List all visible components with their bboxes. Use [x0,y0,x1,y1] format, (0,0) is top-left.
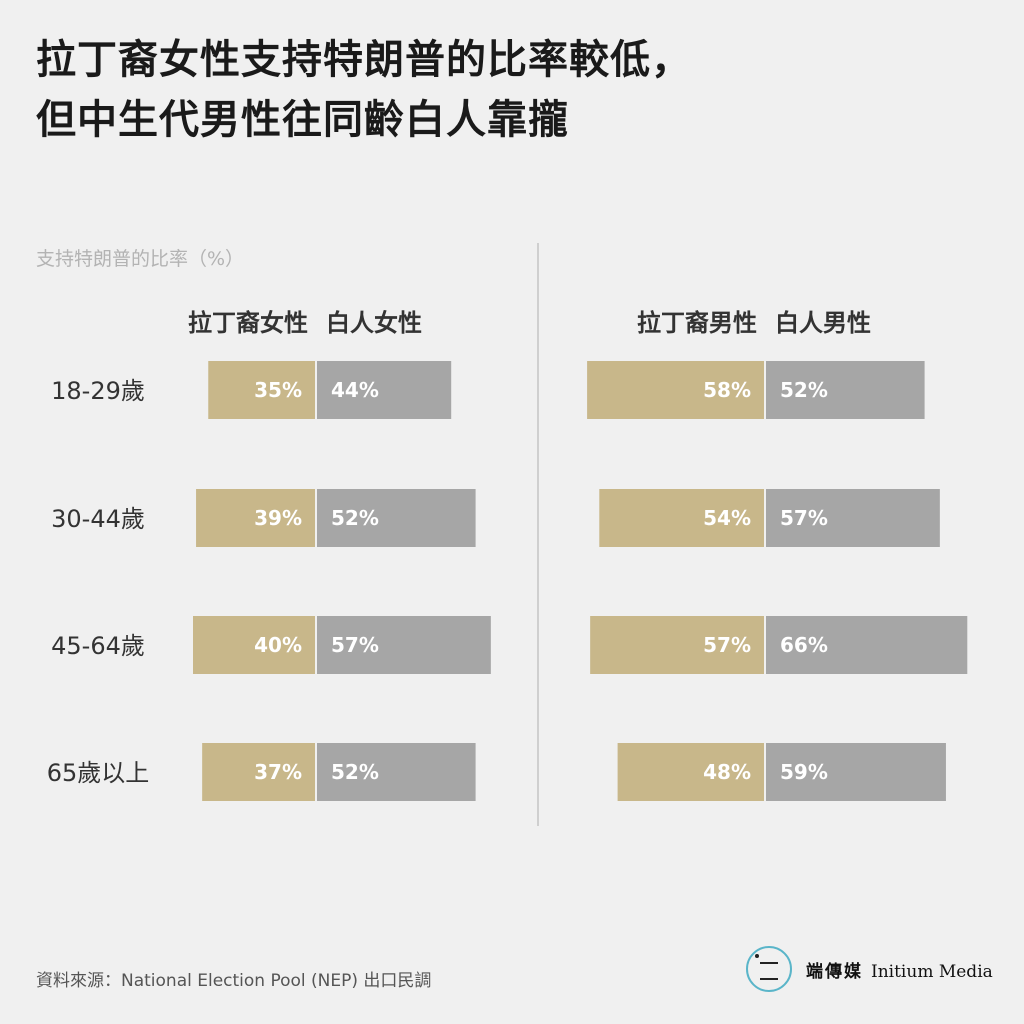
bar-latino [587,361,764,419]
title-line-1: 拉丁裔女性支持特朗普的比率較低， [36,37,692,83]
legend-label-white: 白人男性 [775,309,871,337]
title-line-2: 但中生代男性往同齡白人靠攏 [36,97,569,143]
data-label-latino: 40% [254,633,302,657]
bar-latino [599,489,764,547]
bar-latino [617,743,764,801]
bar-white [317,489,476,547]
category-label: 18-29歲 [51,377,145,405]
data-label-latino: 54% [703,506,751,530]
data-label-latino: 57% [703,633,751,657]
data-label-white: 52% [331,506,379,530]
bar-white [766,616,968,674]
data-label-white: 44% [331,378,379,402]
bar-white [317,361,452,419]
data-label-latino: 58% [703,378,751,402]
logo-text-zh: 端傳媒 [806,961,863,982]
data-label-white: 59% [780,760,828,784]
legend-label-white: 白人女性 [326,309,422,337]
legend-label-latino: 拉丁裔男性 [637,309,757,337]
bar-white [317,616,491,674]
bar-white [766,489,940,547]
data-label-white: 52% [331,760,379,784]
legend-label-latino: 拉丁裔女性 [188,309,308,337]
logo-text-en: Initium Media [871,961,993,982]
data-label-latino: 48% [703,760,751,784]
source-note: 資料來源：National Election Pool (NEP) 出口民調 [36,971,432,991]
data-label-white: 66% [780,633,828,657]
data-label-white: 57% [331,633,379,657]
bar-latino [590,616,764,674]
bar-white [317,743,476,801]
logo-icon [746,946,792,992]
data-label-latino: 37% [254,760,302,784]
bar-latino [193,616,315,674]
data-label-latino: 35% [254,378,302,402]
data-label-white: 57% [780,506,828,530]
data-label-white: 52% [780,378,828,402]
bar-white [766,743,946,801]
bar-latino [202,743,315,801]
bar-latino [208,361,315,419]
category-label: 65歲以上 [47,759,150,787]
chart-title: 拉丁裔女性支持特朗普的比率較低， 但中生代男性往同齡白人靠攏 [36,30,996,150]
bar-white [766,361,925,419]
data-label-latino: 39% [254,506,302,530]
category-label: 45-64歲 [51,632,145,660]
y-axis-label: 支持特朗普的比率（%） [36,248,245,270]
category-label: 30-44歲 [51,505,145,533]
bar-latino [196,489,315,547]
publisher-logo: 端傳媒 Initium Media [746,946,993,992]
